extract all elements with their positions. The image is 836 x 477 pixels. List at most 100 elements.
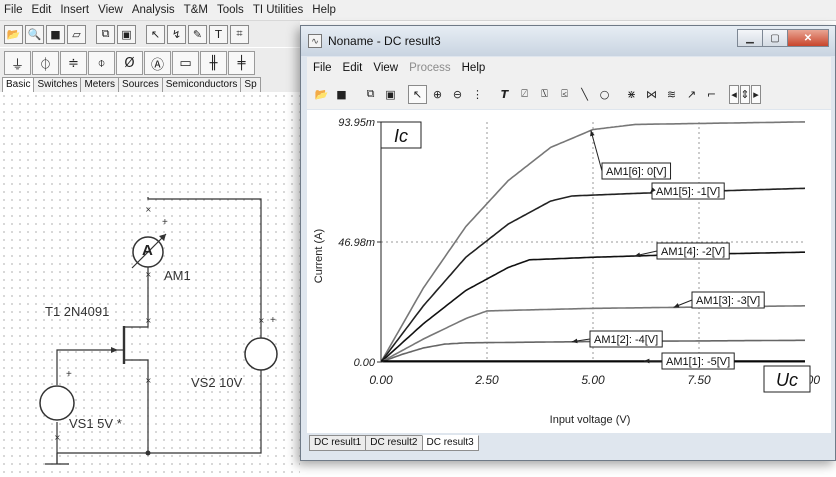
open-icon[interactable]: 📂 [4,24,23,44]
y-axis-label: Current (A) [313,229,325,283]
menu-edit[interactable]: Edit [31,4,52,16]
tab-meters[interactable]: Meters [80,77,120,92]
wire-ammeter-drain [124,267,149,328]
toolbar-separator [138,25,144,44]
ground-icon[interactable]: ⏚ [4,51,31,75]
schematic-canvas[interactable]: × × × × × × + + + A AM1 T1 2N4091 VS2 10… [0,92,300,477]
x-tick-label: 2.50 [474,373,499,387]
series-label-group: AM1[3]: -3[V] [673,291,765,309]
ammeter-arrow-head [159,234,166,241]
menu-file[interactable]: File [4,4,23,16]
battery-icon[interactable]: ⏀ [32,51,59,75]
inductor-icon[interactable]: ╪ [228,51,255,75]
pointer-icon[interactable]: ↖ [146,24,165,44]
series-label-group: AM1[1]: -5[V] [643,352,735,370]
wire-icon[interactable]: ↯ [167,24,186,44]
menu-insert[interactable]: Insert [60,4,90,16]
window-menu-view[interactable]: View [373,62,399,74]
window-menu-help[interactable]: Help [461,62,486,74]
series-label-group: AM1[5]: -1[V] [649,182,725,200]
capacitor-icon[interactable]: ╫ [200,51,227,75]
zoom-in-icon[interactable]: ⊕ [432,87,443,101]
wire-top [147,197,262,343]
vs2-plus: + [270,315,276,326]
folder-icon[interactable]: ▱ [67,24,86,44]
toolbar-separator [401,85,407,104]
ammeter-component-icon[interactable]: Ⓐ [144,51,171,75]
current-source-icon[interactable]: Ø [116,51,143,75]
gate-arrow [111,347,118,353]
series-label: AM1[6]: 0[V] [606,166,667,178]
window-menu-file[interactable]: File [313,62,332,74]
ammeter-symbol: A [142,242,153,259]
series-label: AM1[3]: -3[V] [696,295,760,307]
marker-a-icon[interactable]: ⋇ [626,87,637,101]
tab-dc-result1[interactable]: DC result1 [309,435,367,451]
tab-sources[interactable]: Sources [118,77,163,92]
save-icon[interactable]: ■ [336,87,347,101]
marker-b-icon[interactable]: ⋈ [646,87,657,101]
uc-label: Uc [776,370,798,390]
menu-tm[interactable]: T&M [183,4,208,16]
copy-icon[interactable]: ⧉ [96,24,115,44]
window-titlebar[interactable]: ∿ Noname - DC result3 ▁ ▢ ✕ [301,26,835,56]
x-tick-label: 0.00 [369,373,393,387]
ground-component-icon[interactable]: ≑ [60,51,87,75]
transistor-label: T1 2N4091 [45,304,110,319]
voltage-source-icon[interactable]: ⌽ [88,51,115,75]
menu-ti-utilities[interactable]: TI Utilities [252,4,304,16]
cursor-a-icon[interactable]: ⍁ [521,87,528,100]
app-icon: ∿ [308,34,322,48]
paste-icon[interactable]: ▣ [385,87,396,101]
copy-icon[interactable]: ⧉ [366,87,375,100]
tab-basic[interactable]: Basic [2,77,35,92]
paste-icon[interactable]: ▣ [117,24,136,44]
line-icon[interactable]: ╲ [581,87,588,101]
series-line-0 [380,121,805,363]
tab-dc-result2[interactable]: DC result2 [365,435,423,451]
pointer-icon[interactable]: ↖ [408,84,427,104]
maximize-icon[interactable]: ▢ [762,29,788,47]
pen-icon[interactable]: ✎ [188,24,207,44]
tab-switches[interactable]: Switches [33,77,82,92]
series-label-arrowhead [634,252,641,258]
resistor-icon[interactable]: ▭ [172,51,199,75]
cursor-b-icon[interactable]: ⍂ [541,87,548,100]
minimize-icon[interactable]: ▁ [737,29,763,47]
grid-icon[interactable]: ⋮ [472,87,483,101]
series-label-arrowhead [650,187,656,193]
zoom-out-icon[interactable]: ⊖ [452,87,463,101]
text-tool-icon[interactable]: T [500,87,509,101]
menu-view[interactable]: View [98,4,123,16]
menu-analysis[interactable]: Analysis [131,4,175,16]
wire-gate [56,349,117,385]
open-icon[interactable]: 📂 [314,87,329,101]
series-line-2 [380,251,805,363]
scroll-updown-icon[interactable]: ⇕ [740,84,750,104]
corner-icon[interactable]: ⌐ [706,87,717,101]
tab-semiconductors[interactable]: Semiconductors [161,77,242,92]
waveform-icon[interactable]: ≋ [666,87,677,101]
menu-help[interactable]: Help [312,4,336,16]
series-label-arrowhead [571,338,578,344]
probe-icon[interactable]: ↗ [686,87,697,101]
window-menu-edit[interactable]: Edit [342,62,363,74]
x-axis-label: Input voltage (V) [550,414,631,426]
close-icon[interactable]: ✕ [787,29,829,47]
scroll-right-icon[interactable]: ▸ [751,84,761,104]
ellipse-icon[interactable]: ○ [599,87,610,101]
window-menu-process[interactable]: Process [409,62,451,74]
window-menubar: File Edit View Process Help [307,57,831,79]
text-tool-icon[interactable]: T [209,24,228,44]
menu-tools[interactable]: Tools [216,4,244,16]
tab-dc-result3[interactable]: DC result3 [421,435,479,451]
dc-result-window[interactable]: ∿ Noname - DC result3 ▁ ▢ ✕ File Edit Vi… [300,25,836,461]
probe-icon[interactable]: ⌗ [230,24,249,44]
scroll-left-icon[interactable]: ◂ [729,84,739,104]
cursor-c-icon[interactable]: ⍃ [561,87,568,100]
ic-label: Ic [394,126,408,146]
zoom-icon[interactable]: 🔍 [25,24,44,44]
tab-special[interactable]: Sp [240,77,261,92]
save-icon[interactable]: ■ [46,24,65,44]
